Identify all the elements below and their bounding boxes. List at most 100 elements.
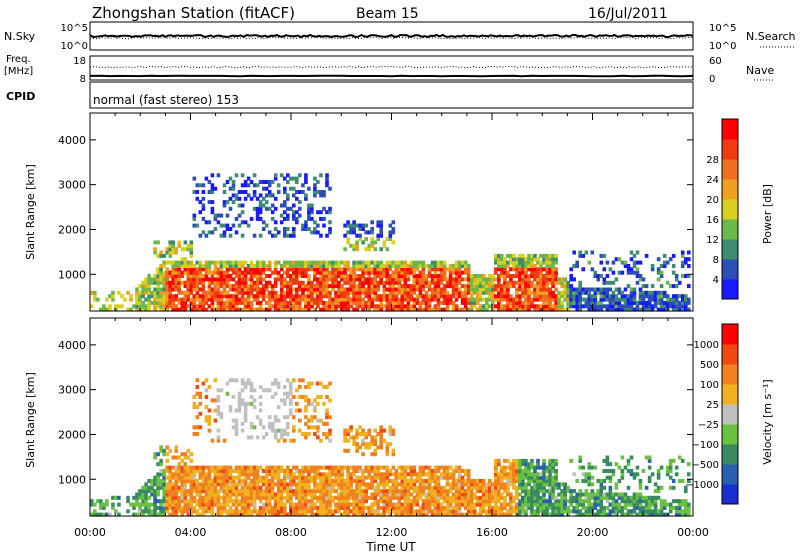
echo-cell [527,495,531,500]
echo-cell [521,482,525,487]
echo-cell [286,425,290,430]
echo-cell [626,284,631,289]
echo-cell [680,300,685,305]
echo-cell [216,509,221,514]
echo-cell [385,287,390,292]
echo-cell [246,482,251,487]
echo-cell [430,475,435,480]
echo-cell [364,230,368,235]
echo-cell [361,482,365,487]
echo-cell [361,284,365,289]
echo-cell [415,499,420,504]
echo-cell [216,297,221,302]
echo-cell [346,475,350,480]
echo-cell [340,287,344,292]
echo-cell [301,284,305,289]
echo-cell [530,290,534,295]
echo-cell [481,505,486,510]
echo-cell [264,479,269,483]
echo-cell [264,502,269,507]
echo-cell [376,223,380,228]
echo-cell [204,220,209,225]
echo-cell [316,297,320,302]
echo-cell [406,277,411,282]
echo-cell [463,502,468,507]
echo-cell [358,280,362,285]
echo-cell [276,274,281,278]
echo-cell [680,297,685,302]
echo-cell [394,509,399,514]
echo-cell [587,502,592,507]
echo-cell [319,290,323,295]
echo-cell [340,472,344,477]
echo-cell [680,304,685,309]
echo-cell [195,183,200,188]
echo-cell [243,482,248,487]
echo-cell [328,227,332,231]
echo-cell [279,274,284,278]
echo-cell [536,297,540,302]
echo-cell [355,277,359,282]
echo-cell [286,216,290,221]
echo-cell [331,274,335,278]
echo-cell [289,284,293,289]
echo-cell [569,495,573,500]
echo-cell [397,505,402,510]
echo-cell [276,304,281,309]
echo-cell [503,499,507,504]
echo-cell [500,257,504,262]
echo-cell [328,270,332,275]
echo-cell [503,280,507,285]
power-colorbar-label: Power [dB] [761,184,774,244]
echo-cell [439,485,444,490]
echo-cell [445,509,450,514]
echo-cell [264,499,269,504]
echo-cell [584,499,589,504]
echo-cell [578,300,582,305]
echo-cell [674,304,679,309]
echo-cell [370,300,374,305]
echo-cell [373,512,377,517]
cpid-text: normal (fast stereo) 153 [93,93,239,107]
echo-cell [346,230,350,235]
echo-cell [168,294,172,299]
echo-cell [542,280,546,285]
echo-cell [168,512,172,517]
echo-cell [153,505,157,510]
echo-cell [159,512,163,517]
echo-cell [159,297,163,302]
echo-cell [548,267,552,272]
echo-cell [599,274,604,278]
echo-cell [313,479,317,483]
echo-cell [165,304,169,309]
echo-cell [403,512,408,517]
echo-cell [427,284,432,289]
echo-cell [370,492,374,497]
echo-cell [551,253,555,258]
echo-cell [252,297,257,302]
echo-cell [349,243,353,248]
echo-cell [207,297,212,302]
echo-cell [153,304,157,309]
echo-cell [283,260,287,265]
echo-cell [355,243,359,248]
echo-cell [358,479,362,483]
echo-cell [307,213,311,218]
echo-cell [367,277,371,282]
echo-cell [346,495,350,500]
echo-cell [310,502,314,507]
echo-cell [295,294,299,299]
echo-cell [334,264,338,268]
echo-cell [379,264,383,268]
echo-cell [388,223,393,228]
echo-cell [530,297,534,302]
echo-cell [524,502,528,507]
echo-cell [355,512,359,517]
echo-cell [626,304,631,309]
echo-cell [334,502,338,507]
echo-cell [346,492,350,497]
echo-cell [355,445,359,450]
echo-cell [343,482,347,487]
echo-cell [680,274,685,278]
echo-cell [258,479,263,483]
